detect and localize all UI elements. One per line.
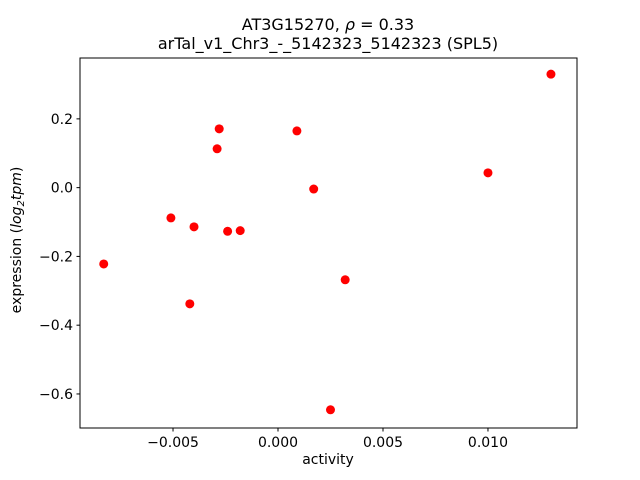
x-tick-label: 0.005 <box>363 435 403 451</box>
data-point <box>189 222 199 232</box>
y-tick-label: 0.2 <box>51 112 73 128</box>
chart-title-line2: arTal_v1_Chr3_-_5142323_5142323 (SPL5) <box>158 34 498 54</box>
y-label-suffix: ) <box>9 167 25 172</box>
x-tick-label: 0.000 <box>258 435 298 451</box>
y-tick-label: 0.0 <box>51 181 73 197</box>
data-point <box>99 259 109 269</box>
plot-area <box>79 57 578 429</box>
data-point <box>212 144 222 154</box>
title-gene-id: AT3G15270, <box>242 15 345 34</box>
y-tick-label: −0.6 <box>39 387 73 403</box>
data-point <box>325 405 335 415</box>
data-point <box>235 226 245 236</box>
y-label-variable: tpm <box>9 172 25 200</box>
y-axis-label: expression (log2tpm) <box>9 167 27 314</box>
data-point <box>185 299 195 309</box>
data-point <box>483 168 493 178</box>
title-rho-value: = 0.33 <box>355 15 414 34</box>
y-axis: 0.2 0.0 −0.2 −0.4 −0.6 <box>39 112 80 403</box>
x-axis-label: activity <box>302 452 354 468</box>
title-rho-symbol: ρ <box>345 15 355 34</box>
data-point <box>166 213 176 223</box>
y-label-subscript: 2 <box>16 200 27 206</box>
y-tick-label: −0.4 <box>39 318 73 334</box>
data-point <box>223 226 233 236</box>
chart-title-line1: AT3G15270, ρ = 0.33 <box>242 15 414 34</box>
data-point <box>309 184 319 194</box>
data-points <box>99 69 556 415</box>
x-tick-label: 0.010 <box>468 435 508 451</box>
y-tick-label: −0.2 <box>39 249 73 265</box>
data-point <box>214 124 224 134</box>
x-axis: −0.005 0.000 0.005 0.010 <box>147 428 508 451</box>
y-label-prefix: expression ( <box>9 228 25 313</box>
data-point <box>340 275 350 285</box>
y-label-log: log <box>9 206 25 227</box>
data-point <box>292 126 302 136</box>
data-point <box>546 69 556 79</box>
x-tick-label: −0.005 <box>147 435 199 451</box>
